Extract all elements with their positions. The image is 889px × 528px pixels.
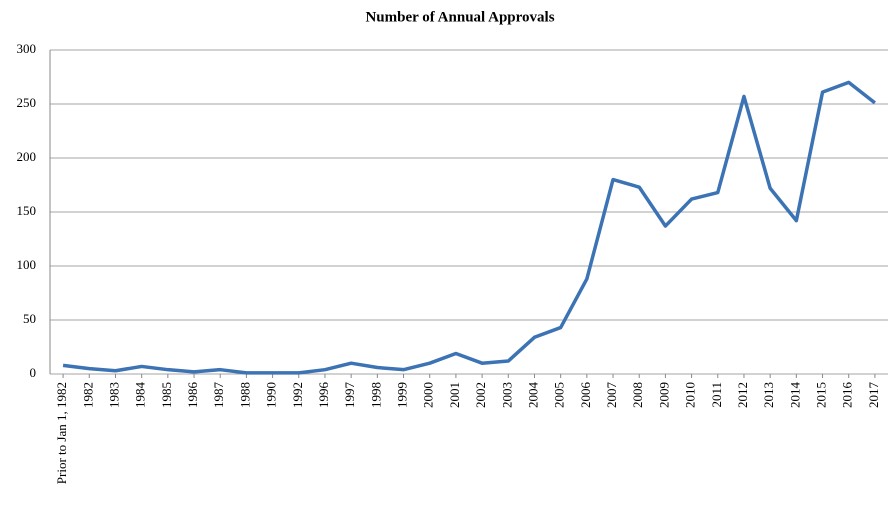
x-tick-label: 2000 <box>421 382 436 408</box>
x-tick-label: 2005 <box>552 382 567 408</box>
x-tick-label: 1986 <box>185 382 200 409</box>
x-tick-label: 1987 <box>211 382 226 409</box>
x-tick-label: 2015 <box>814 382 829 408</box>
y-tick-label: 200 <box>17 149 37 164</box>
x-tick-label: 2012 <box>735 382 750 408</box>
x-tick-label: 2016 <box>840 382 855 409</box>
y-tick-label: 250 <box>17 95 37 110</box>
x-tick-label: 1982 <box>80 382 95 408</box>
x-tick-label: 2013 <box>761 382 776 408</box>
x-tick-label: 2017 <box>866 382 881 409</box>
x-tick-label: 1997 <box>342 382 357 409</box>
x-tick-label: 1998 <box>368 382 383 408</box>
x-tick-label: 1984 <box>133 382 148 409</box>
x-tick-label: 2009 <box>656 382 671 408</box>
x-tick-label: 1983 <box>106 382 121 408</box>
x-tick-label: 2014 <box>787 382 802 409</box>
x-tick-label: 2011 <box>709 382 724 408</box>
x-tick-label: 1992 <box>290 382 305 408</box>
x-tick-label: 2007 <box>604 382 619 409</box>
x-tick-label: 1988 <box>237 382 252 408</box>
y-tick-label: 0 <box>30 365 37 380</box>
y-tick-label: 50 <box>23 311 36 326</box>
x-tick-label: 2002 <box>473 382 488 408</box>
x-tick-label: 1985 <box>159 382 174 408</box>
x-tick-label: 2004 <box>525 382 540 409</box>
x-tick-label: 2001 <box>447 382 462 408</box>
x-tick-label: Prior to Jan 1, 1982 <box>54 382 69 484</box>
x-tick-label: 2010 <box>683 382 698 408</box>
x-tick-label: 2006 <box>578 382 593 409</box>
chart-title: Number of Annual Approvals <box>365 9 554 25</box>
y-tick-label: 300 <box>17 41 37 56</box>
x-tick-label: 1990 <box>264 382 279 408</box>
y-tick-label: 150 <box>17 203 37 218</box>
y-tick-label: 100 <box>17 257 37 272</box>
x-tick-label: 1996 <box>316 382 331 409</box>
line-series <box>62 80 876 375</box>
x-tick-label: 1999 <box>395 382 410 408</box>
x-tick-label: 2008 <box>630 382 645 408</box>
x-tick-label: 2003 <box>499 382 514 408</box>
